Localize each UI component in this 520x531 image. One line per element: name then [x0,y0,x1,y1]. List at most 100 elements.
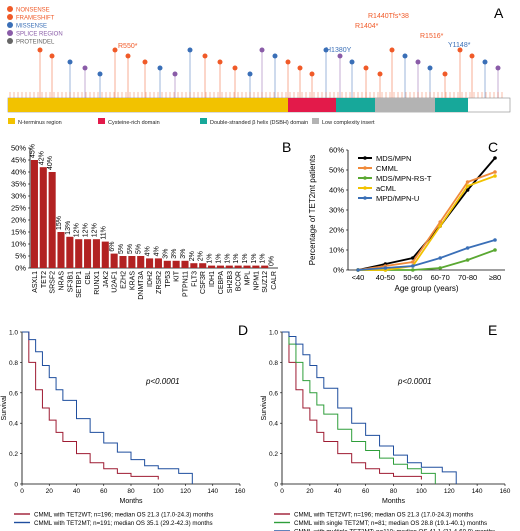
x-tick-label: 60 [362,488,370,495]
mutation-marker [187,47,193,53]
x-tick-label: 0 [280,488,284,495]
x-tick-label: 100 [153,488,164,495]
bar-value-label: 12% [83,223,90,237]
y-tick-label: 20% [329,226,344,235]
mutation-marker [112,47,118,53]
category-label: NRAS [59,271,66,291]
legend-marker [363,166,367,170]
category-label: NPM1 [253,271,260,291]
series-point [383,266,388,270]
protein-domain-segment [375,98,435,112]
bar [110,253,118,268]
category-label: ASXL1 [32,271,39,293]
bar-value-label: 12% [91,223,98,237]
survival-curve [282,331,436,484]
legend-label: MDS/MPN-RS-T [376,174,432,183]
y-tick-label: 40% [329,186,344,195]
mutation-legend-label: NONSENSE [16,8,50,14]
x-tick-label: 20 [306,488,314,495]
panel-a: A NONSENSE FRAMESHIFT MISSENSE SPLICE REGIO… [7,5,511,126]
legend-label: MDS/MPN [376,154,411,163]
series-point [411,256,415,260]
category-label: BCOR [236,271,243,291]
panel-e-letter: E [488,322,497,338]
y-axis-label: Percentage of TET2mt patients [308,155,317,266]
y-tick-label: 10% [329,246,344,255]
series-point [438,220,443,224]
category-label: CSF3R [200,271,207,294]
bar-value-label: 40% [47,156,54,170]
mutation-label: R1440Tfs*38 [368,13,409,20]
legend-marker [363,186,367,190]
series-point [493,238,497,242]
mutation-marker [97,71,103,77]
category-label: SETBP1 [76,271,83,298]
survival-curve [282,331,457,484]
bar [128,256,136,268]
category-label: CEBPA [218,271,225,295]
category-label: KIT [174,270,181,282]
x-tick-label: 40 [334,488,342,495]
domain-legend-swatch [98,118,105,124]
legend-marker [363,176,367,180]
domain-legend-swatch [8,118,15,124]
mutation-marker [363,65,369,71]
panel-e: E p<0.0001 0 0.2 0.4 0.6 0.8 1.0 0 20 40 60 80 100 1… [261,322,511,531]
y-tick-label: 0.2 [9,451,18,458]
mutation-marker [337,53,343,59]
y-tick-label: 0.4 [269,421,278,428]
mutation-marker [202,53,208,59]
y-tick-label: 0.2 [269,451,278,458]
category-label: SH2B3 [227,271,234,293]
series-point [465,258,470,262]
legend-label: MPD/MPN-U [376,194,419,203]
category-label: EZH2 [121,271,128,289]
category-label: SRSF2 [50,271,57,294]
bar [234,265,242,268]
bar-value-label: 5% [136,244,143,254]
x-tick-label: 40 [73,488,81,495]
y-tick-label: 0 [14,482,18,489]
y-tick-label: 30% [11,192,26,201]
bar [163,260,171,268]
bar-value-label: 5% [118,244,125,254]
bar [225,265,233,268]
panel-c: C 0% 10% 20% 30% 40% 50% 60% <40 40-50 50-60 60-70… [308,139,505,293]
x-axis-label: Age group (years) [394,284,458,293]
x-axis-label: Months [382,498,405,505]
bar [208,265,216,268]
legend-label: CMML with TET2WT; n=196; median OS 21.3 … [34,512,213,519]
bar-value-label: 3% [171,249,178,259]
category-label: JAK2 [103,271,110,288]
x-tick-label: 100 [416,488,427,495]
series-point [493,170,497,174]
x-tick-label: 0 [20,488,24,495]
category-label: RUNX1 [94,271,101,295]
bar [101,241,109,268]
category-label: CALR [271,271,278,290]
series-point [438,224,443,228]
series-point [438,256,443,260]
mutation-label: Y1148* [448,42,471,49]
x-tick-label: <40 [352,273,365,282]
category-label: SF3B1 [67,271,74,293]
legend-label: CMML [376,164,398,173]
bar-value-label: 3% [180,249,187,259]
bar-value-label: 6% [109,241,116,251]
series-point [493,174,497,178]
mutation-marker [495,65,501,71]
y-tick-label: 45% [11,156,26,165]
bar [252,265,260,268]
bar-value-label: 1% [251,253,258,263]
y-tick-label: 30% [329,206,344,215]
y-tick-label: 10% [11,240,26,249]
x-tick-label: ≥80 [489,273,501,282]
y-axis-label: Survival [261,395,268,420]
x-tick-label: 120 [444,488,455,495]
y-tick-label: 1.0 [9,330,18,337]
bar [199,263,207,268]
series-point [356,268,360,272]
x-tick-label: 120 [180,488,191,495]
bar [48,172,56,268]
mutation-label: R1404* [355,23,379,30]
